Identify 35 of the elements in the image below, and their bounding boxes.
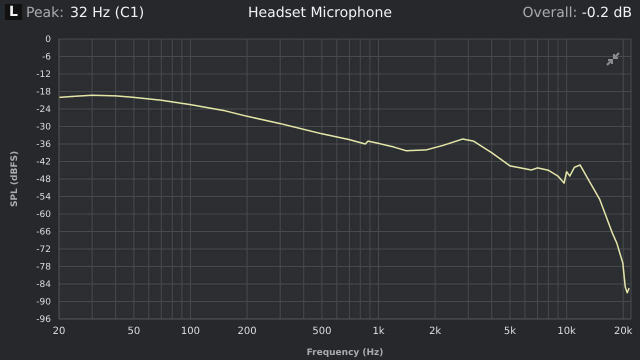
x-axis-title: Frequency (Hz)	[306, 348, 384, 358]
y-tick-label: -84	[36, 280, 52, 290]
x-tick-label: 500	[312, 326, 332, 338]
y-tick-label: -24	[36, 105, 52, 116]
y-tick-label: -36	[36, 140, 52, 150]
text: 32 Hz (C1)	[70, 5, 144, 21]
y-tick-label: -66	[36, 228, 52, 238]
chart-title: Headset Microphone	[248, 5, 392, 21]
y-tick-label: -18	[36, 88, 52, 98]
y-tick-label: -96	[36, 315, 52, 326]
y-tick-label: -42	[36, 158, 51, 168]
y-tick-label: -78	[36, 262, 52, 273]
x-tick-label: 1k	[372, 326, 385, 338]
y-axis-title: SPL (dBFS)	[10, 150, 20, 208]
y-tick-label: -30	[36, 122, 52, 133]
x-tick-label: 20	[52, 326, 66, 338]
x-tick-label: 2k	[429, 326, 442, 338]
y-tick-label: -54	[36, 192, 52, 203]
y-tick-label: -72	[36, 245, 51, 256]
text: Overall:	[522, 5, 578, 21]
x-tick-label: 5k	[504, 326, 516, 338]
x-tick-label: 20k	[614, 326, 633, 338]
x-tick-label: 50	[127, 326, 140, 338]
text: Peak:	[26, 5, 64, 21]
y-tick-label: -12	[36, 70, 51, 80]
text: -0.2 dB	[582, 5, 632, 21]
y-tick-label: -60	[36, 210, 52, 220]
x-tick-label: 100	[180, 326, 200, 338]
x-tick-label: 200	[238, 326, 257, 338]
y-tick-label: -90	[36, 298, 52, 308]
y-tick-label: -6	[42, 52, 52, 63]
x-tick-label: 10k	[557, 326, 576, 338]
y-tick-label: -48	[36, 175, 52, 186]
text: L	[5, 4, 22, 20]
y-tick-label: 0	[45, 35, 52, 46]
